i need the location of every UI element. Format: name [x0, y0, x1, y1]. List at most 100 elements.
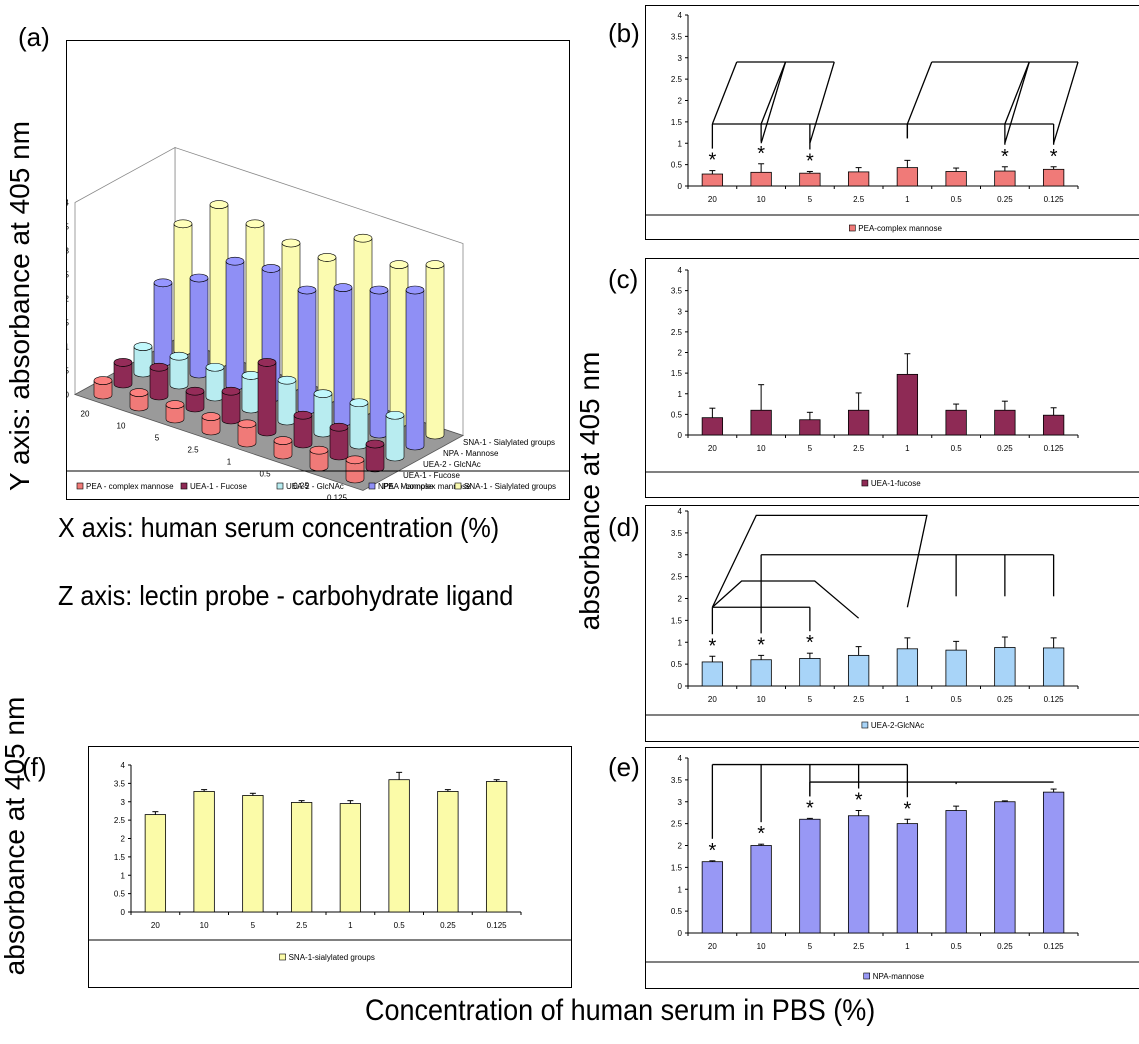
y-tick-label: 0 — [678, 431, 683, 440]
x-tick-label: 0.125 — [1044, 444, 1065, 453]
y-tick-label: 3 — [678, 307, 683, 316]
z-axis-note: Z axis: lectin probe - carbohydrate liga… — [58, 580, 514, 611]
y-tick-label: 0.5 — [671, 907, 683, 916]
y-tick-label: 3.5 — [671, 32, 683, 41]
bar-3d-top — [345, 455, 365, 465]
bar — [193, 791, 215, 913]
bar-3d-top — [257, 358, 277, 367]
bar-3d — [293, 415, 313, 449]
y-tick-label: 1.5 — [67, 319, 70, 328]
bar-3d — [353, 238, 373, 416]
bar — [994, 647, 1016, 687]
panel-label-d: (d) — [608, 512, 640, 542]
bar — [437, 791, 459, 913]
depth-tick-label: NPA - Mannose — [443, 449, 499, 458]
y-tick-label: 3.5 — [671, 529, 683, 538]
bar-3d — [317, 257, 337, 404]
depth-tick-label: PEA - complex mannose — [383, 482, 471, 491]
x-tick-label: 5 — [808, 942, 813, 951]
panel-label-b: (b) — [608, 18, 640, 48]
y-tick-label: 0 — [678, 182, 683, 191]
y-tick-label: 1.5 — [114, 853, 126, 862]
bar — [994, 170, 1016, 187]
bar-3d — [369, 289, 389, 439]
x-tick-label: 5 — [808, 695, 813, 704]
y-tick-label: 2 — [678, 97, 683, 106]
bracket-line — [711, 514, 928, 608]
legend-label: UEA-2-GlcNAc — [871, 721, 924, 730]
bar — [388, 779, 410, 913]
bar-3d-top — [153, 278, 173, 288]
bar — [799, 172, 821, 187]
panel-label-a: (a) — [18, 22, 50, 52]
legend-label: PEA-complex mannose — [858, 224, 942, 233]
y-tick-label: 3 — [121, 798, 126, 807]
y-tick-label: 0 — [678, 682, 683, 691]
significance-star: * — [757, 823, 765, 845]
bar — [945, 171, 967, 187]
bar-3d-top — [353, 233, 373, 243]
y-tick-label: 1 — [678, 390, 683, 399]
y-tick-label: 1 — [121, 871, 126, 880]
y-tick-label: 2.5 — [671, 820, 683, 829]
bar — [701, 661, 724, 687]
x-tick-label: 1 — [905, 444, 910, 453]
y-tick-label: 3 — [678, 54, 683, 63]
x-tick-label: 10 — [117, 422, 126, 431]
bar-3d — [133, 346, 153, 378]
y-tick-label: 0.5 — [67, 367, 70, 376]
bar-3d — [389, 264, 409, 428]
legend-swatch — [76, 482, 84, 490]
bar-3d — [209, 204, 229, 368]
legend-swatch — [849, 224, 856, 232]
x-tick-label: 0.5 — [259, 470, 271, 479]
bracket-slant — [1053, 61, 1079, 144]
y-tick-label: 4 — [67, 199, 70, 208]
legend-swatch — [861, 479, 869, 487]
bar-3d-top — [277, 375, 297, 385]
x-tick-label: 0.5 — [951, 195, 963, 204]
x-tick-label: 1 — [227, 458, 232, 467]
y-tick-label: 4 — [121, 761, 126, 770]
y-tick-label: 0 — [67, 391, 70, 400]
bar-3d-top — [385, 410, 405, 420]
bracket-line — [711, 580, 860, 619]
x-tick-label: 2.5 — [853, 444, 865, 453]
bar — [701, 173, 724, 187]
y-tick-label: 2 — [678, 349, 683, 358]
bar-3d-top — [245, 219, 265, 229]
bar-3d — [241, 375, 261, 414]
chart-c: 0 0.5 1 1.5 2 2.5 3 3.5 4 20 10 5 2.5 1 0.5 0.25 0.125 UE… — [646, 266, 1139, 488]
y-tick-label: 0.5 — [114, 890, 126, 899]
significance-star: * — [855, 790, 863, 812]
significance-star: * — [708, 635, 716, 657]
bar-3d — [221, 391, 241, 425]
x-tick-label: 20 — [81, 410, 90, 419]
x-tick-label: 0.25 — [997, 695, 1013, 704]
bar — [945, 810, 967, 934]
depth-tick-label: UEA-1 - Fucose — [403, 471, 460, 480]
x-tick-label: 2.5 — [853, 195, 865, 204]
x-tick-label: 0.5 — [951, 695, 963, 704]
significance-star: * — [806, 632, 814, 654]
y-tick-label: 1.5 — [671, 118, 683, 127]
bracket-slant — [1004, 61, 1030, 144]
legend-swatch — [368, 482, 376, 490]
y-tick-label: 2 — [678, 842, 683, 851]
y-tick-label: 0.5 — [671, 660, 683, 669]
chart-a: 0 0.5 1 1.5 2 2.5 3 3.5 4 20 10 5 2.5 1 0.5 0.25 0.125 PE… — [58, 146, 569, 503]
y-tick-label: 0 — [121, 908, 126, 917]
x-tick-label: 20 — [151, 921, 160, 930]
legend-label: NPA - Mannose — [378, 482, 434, 491]
y-tick-label: 2 — [121, 835, 126, 844]
legend-swatch — [861, 721, 869, 729]
bar-3d-top — [309, 445, 329, 455]
legend-label: UEA-1-fucose — [871, 479, 921, 488]
bar — [994, 801, 1016, 934]
x-tick-label: 20 — [708, 195, 717, 204]
x-tick-label: 2.5 — [853, 695, 865, 704]
legend-swatch — [276, 482, 284, 490]
panel-label-f: (f) — [22, 752, 47, 782]
x-tick-label: 10 — [757, 695, 766, 704]
significance-star: * — [1001, 146, 1009, 168]
